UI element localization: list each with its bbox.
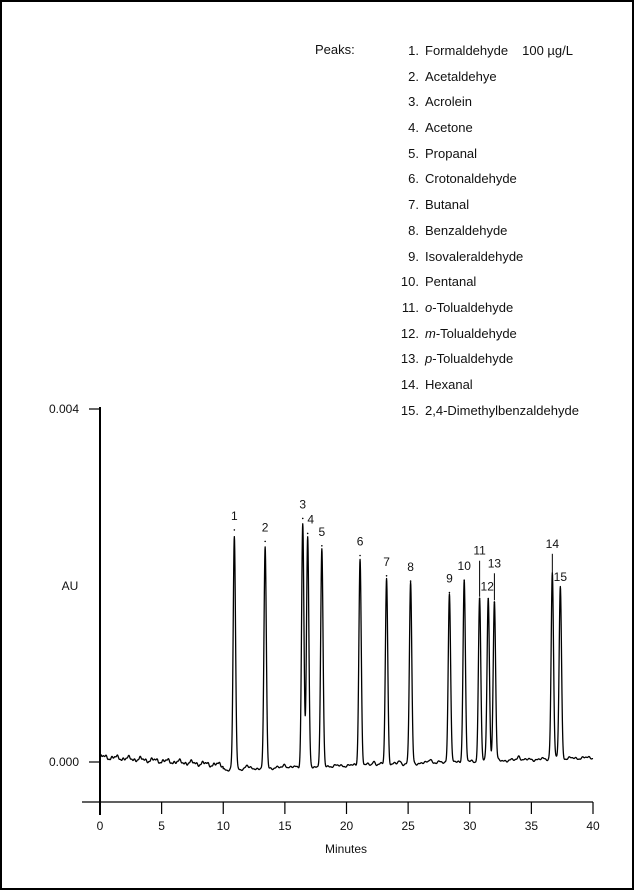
legend-item: 5. Propanal bbox=[395, 145, 579, 171]
peak-label: 6 bbox=[357, 534, 364, 548]
legend-item-name: Butanal bbox=[425, 197, 470, 213]
x-tick-label: 10 bbox=[217, 819, 231, 833]
peak-label: 3 bbox=[299, 497, 306, 511]
x-tick-label: 25 bbox=[401, 819, 415, 833]
legend-item-number: 4. bbox=[408, 120, 419, 136]
legend-item-name: -Tolualdehyde bbox=[435, 325, 517, 341]
legend-item-name: -Tolualdehyde bbox=[432, 351, 514, 367]
peak-label: 13 bbox=[488, 556, 502, 570]
legend-item-name: -Tolualdehyde bbox=[432, 299, 514, 315]
peak-label: 9 bbox=[446, 572, 453, 586]
legend-item-number: 3. bbox=[408, 94, 419, 110]
peak-apex bbox=[551, 574, 554, 577]
legend-item-number: 6. bbox=[408, 171, 419, 187]
peak-label: 15 bbox=[554, 570, 568, 584]
peak-apex bbox=[301, 517, 304, 520]
legend-item-name: 2,4-Dimethylbenzaldehyde bbox=[425, 402, 579, 418]
peak-label: 11 bbox=[473, 544, 486, 558]
chromatogram-trace bbox=[99, 523, 594, 772]
legend-item: 12. m-Tolualdehyde bbox=[395, 325, 579, 351]
legend-item-number: 2. bbox=[408, 68, 419, 84]
peak-label: 2 bbox=[262, 520, 269, 534]
peak-apex bbox=[233, 529, 236, 531]
legend-item-isomer-prefix: o bbox=[425, 299, 433, 315]
x-tick-label: 35 bbox=[525, 819, 539, 833]
legend-item: 14. Hexanal bbox=[395, 376, 579, 402]
y-tick-label: 0.000 bbox=[49, 755, 79, 769]
peak-apex bbox=[359, 554, 361, 557]
legend-item-number: 11. bbox=[401, 299, 419, 315]
legend-item-name: Isovaleraldehyde bbox=[425, 248, 524, 264]
peak-apex bbox=[306, 532, 309, 535]
legend-item-number: 15. bbox=[400, 402, 419, 418]
legend-item-name: Benzaldehyde bbox=[425, 222, 508, 238]
legend-item: 2. Acetaldehye bbox=[395, 68, 579, 94]
peak-label: 1 bbox=[231, 509, 238, 523]
y-tick-label: 0.004 bbox=[49, 402, 79, 416]
legend-item-name: Propanal bbox=[425, 145, 478, 161]
x-tick-label: 20 bbox=[340, 819, 354, 833]
legend-item-number: 7. bbox=[408, 197, 419, 213]
x-axis-label: Minutes bbox=[325, 842, 367, 856]
peak-apex bbox=[463, 579, 466, 582]
legend-item-number: 10. bbox=[400, 274, 419, 290]
legend-heading: Peaks: bbox=[315, 42, 355, 57]
legend-item: 4. Acetone bbox=[395, 119, 579, 145]
y-axis-label: AU bbox=[62, 579, 79, 593]
x-tick-label: 30 bbox=[463, 819, 477, 833]
peak-apex bbox=[448, 591, 451, 594]
legend-item-number: 5. bbox=[408, 145, 419, 161]
peak-apex bbox=[487, 597, 490, 600]
peak-apex bbox=[409, 580, 412, 582]
legend-item-name: Acetaldehye bbox=[425, 68, 497, 84]
legend-item: 7. Butanal bbox=[395, 196, 579, 222]
legend-item-name: Formaldehyde bbox=[425, 43, 509, 58]
peak-label: 5 bbox=[319, 525, 326, 539]
legend-item: 8. Benzaldehyde bbox=[395, 222, 579, 248]
legend-item: 10. Pentanal bbox=[395, 273, 579, 299]
legend-item-name: Hexanal bbox=[425, 376, 473, 392]
peak-label: 12 bbox=[481, 580, 495, 594]
peak-label: 7 bbox=[383, 555, 390, 569]
legend-item-name: Crotonaldehyde bbox=[425, 171, 517, 187]
peak-apex bbox=[321, 544, 323, 547]
legend-item-name: Acrolein bbox=[425, 94, 472, 110]
legend-item: 1. Formaldehyde 100 µg/L bbox=[395, 42, 579, 68]
x-tick-label: 0 bbox=[97, 819, 104, 833]
legend-concentration: 100 µg/L bbox=[522, 43, 573, 58]
legend-item: 3. Acrolein bbox=[395, 93, 579, 119]
x-tick-label: 40 bbox=[586, 819, 600, 833]
legend-item-number: 14. bbox=[400, 376, 419, 392]
x-tick-label: 15 bbox=[278, 819, 292, 833]
peak-label: 14 bbox=[546, 537, 560, 551]
peak-label: 10 bbox=[458, 559, 472, 573]
legend-list: 1. Formaldehyde 100 µg/L 2. Acetaldehye 3. Acr… bbox=[395, 42, 579, 427]
legend-item-number: 8. bbox=[408, 222, 419, 238]
legend-item-number: 13. bbox=[400, 351, 419, 367]
legend-item-number: 9. bbox=[408, 248, 419, 264]
peak-apex bbox=[478, 597, 481, 600]
peak-apex bbox=[385, 574, 388, 577]
legend-item-isomer-prefix: m bbox=[425, 325, 436, 341]
x-tick-label: 5 bbox=[158, 819, 165, 833]
peak-apex bbox=[559, 588, 562, 590]
legend-item: 11. o-Tolualdehyde bbox=[395, 299, 579, 325]
legend-item: 6. Crotonaldehyde bbox=[395, 170, 579, 196]
peak-label: 4 bbox=[307, 512, 314, 526]
legend-item: 9. Isovaleraldehyde bbox=[395, 248, 579, 274]
legend-item-isomer-prefix: p bbox=[425, 351, 433, 367]
legend-item-number: 12. bbox=[400, 325, 419, 341]
peak-apex bbox=[264, 540, 266, 543]
peak-label: 8 bbox=[407, 560, 414, 574]
legend-item-name: Pentanal bbox=[425, 274, 477, 290]
legend-item: 15. 2,4-Dimethylbenzaldehyde bbox=[395, 402, 579, 428]
legend-item: 13. p-Tolualdehyde bbox=[395, 350, 579, 376]
legend-item-number: 1. bbox=[408, 43, 419, 58]
peak-apex bbox=[493, 601, 496, 604]
legend-item-name: Acetone bbox=[425, 120, 473, 136]
